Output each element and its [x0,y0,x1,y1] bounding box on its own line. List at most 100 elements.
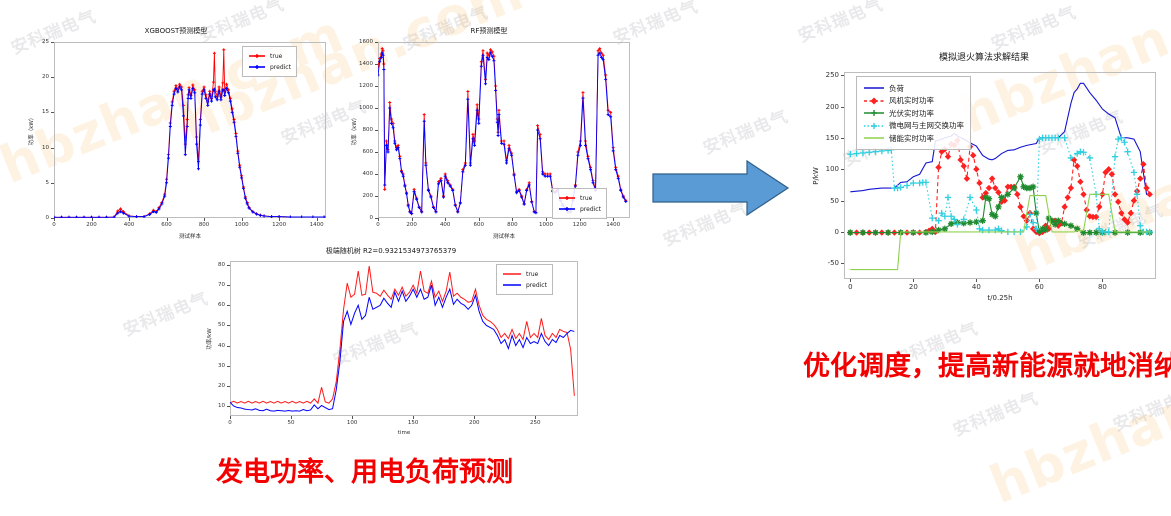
chart-xgboost-legend[interactable]: true predict [242,46,297,77]
legend-key-icon [863,96,885,106]
y-tick-label: 50 [218,322,225,329]
x-tick-label: 100 [346,420,358,426]
y-tick-label: 0 [45,215,50,221]
y-tick-mark [227,305,230,307]
y-tick-mark [51,77,54,79]
x-tick-mark [166,218,168,221]
x-tick-label: 80 [1097,283,1107,291]
y-tick-mark [51,218,54,219]
y-tick-label: 800 [362,127,374,133]
legend-key-icon [248,51,266,61]
x-tick-label: 1200 [572,222,587,228]
y-tick-label: 1600 [359,39,373,45]
legend-item[interactable]: 微电网与主网交换功率 [863,120,964,131]
legend-item[interactable]: predict [248,62,291,72]
legend-item[interactable]: true [502,269,547,279]
x-tick-label: 800 [507,222,518,228]
chart-annealing-xlabel: t/0.25h [987,294,1013,302]
y-tick-mark [375,108,378,109]
chart-rf-legend[interactable]: true predict [552,188,607,219]
legend-label: true [580,194,593,202]
legend-key-icon [558,204,576,214]
x-tick-mark [54,218,55,221]
legend-key-icon [863,121,885,131]
legend-item[interactable]: predict [502,280,547,290]
legend-item[interactable]: 负荷 [863,83,964,94]
x-tick-mark [474,416,476,419]
x-tick-label: 0 [848,283,853,291]
x-tick-mark [204,218,206,221]
chart-annealing-legend[interactable]: 负荷风机实时功率 光伏实时功率微电网与主网交换功率储能实时功率 [856,76,971,150]
x-tick-label: 1200 [272,222,287,228]
y-tick-label: 20 [218,382,225,389]
y-tick-mark [227,365,230,367]
y-tick-label: 10 [218,402,225,409]
legend-key-icon [558,193,576,203]
chart-simulated-annealing: 模拟退火算法求解结果 0 20 40 60 80 -50 0 50 100 150 200 250 t/0… [800,50,1168,315]
x-tick-label: 400 [123,222,135,228]
legend-key-icon [502,280,522,290]
x-tick-label: 0 [228,420,232,426]
x-tick-label: 50 [287,420,295,426]
legend-item[interactable]: 储能实时功率 [863,133,964,144]
y-tick-mark [841,200,844,202]
y-tick-label: 400 [362,171,374,177]
x-tick-mark [613,218,615,221]
legend-label: predict [526,281,547,289]
x-tick-mark [316,218,318,221]
y-tick-mark [375,196,378,197]
x-tick-label: 200 [406,222,417,228]
legend-label: 光伏实时功率 [889,108,934,118]
y-tick-label: 10 [42,144,49,151]
x-tick-label: 40 [971,283,981,291]
x-tick-mark [241,218,243,221]
chart-extratrees-legend[interactable]: true predict [496,264,553,295]
legend-label: 负荷 [889,83,904,93]
x-tick-mark [512,218,514,221]
y-tick-label: 5 [45,179,50,186]
legend-item[interactable]: 光伏实时功率 [863,108,964,119]
y-tick-mark [51,182,54,184]
legend-label: predict [580,205,601,213]
x-tick-mark [913,279,915,282]
y-tick-label: 60 [218,302,225,309]
arrow-right-icon [652,159,790,217]
chart-rf-ylabel: 功率（kW） [352,114,358,146]
legend-key-icon [502,269,522,279]
x-tick-mark [230,416,231,419]
y-tick-label: -50 [827,259,839,268]
y-tick-mark [841,75,844,77]
legend-key-icon [863,133,885,143]
x-tick-mark [478,218,480,221]
legend-label: 微电网与主网交换功率 [889,121,964,130]
legend-item[interactable]: 风机实时功率 [863,95,964,106]
x-tick-label: 200 [86,222,97,228]
x-tick-mark [445,218,447,221]
y-tick-mark [375,174,378,175]
legend-label: 风机实时功率 [889,96,934,105]
legend-item[interactable]: predict [558,204,601,214]
chart-annealing-plot-area [844,72,1156,279]
chart-xgboost-xlabel: 测试样本 [178,233,202,240]
x-tick-mark [91,218,93,221]
watermark: 安科瑞电气 [988,2,1080,55]
x-tick-label: 150 [407,420,419,426]
y-tick-label: 600 [362,149,374,155]
legend-item[interactable]: true [558,193,601,203]
y-tick-mark [51,147,54,149]
y-tick-label: 20 [42,74,49,81]
y-tick-mark [841,169,844,171]
x-tick-label: 600 [161,222,172,228]
y-tick-label: 40 [218,342,225,349]
x-tick-label: 1000 [539,222,553,228]
chart-xgboost-ylabel: 功率（kW） [29,114,35,146]
legend-key-icon [863,108,885,118]
y-tick-label: 150 [825,133,839,142]
watermark: 安科瑞电气 [1110,383,1171,436]
legend-item[interactable]: true [248,51,291,61]
chart-annealing-ylabel: P/kW [812,166,820,185]
x-tick-mark [378,218,379,221]
y-tick-mark [375,86,378,87]
y-tick-label: 250 [825,71,839,80]
legend-label: predict [270,63,291,71]
